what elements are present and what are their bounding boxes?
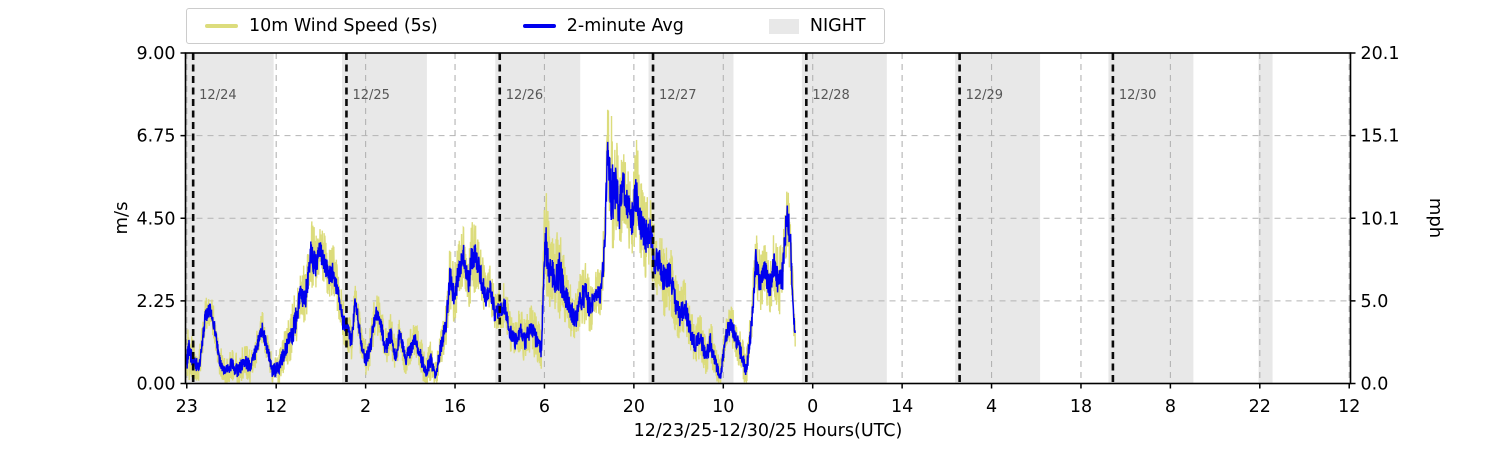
y-axis-label-right: mph — [1425, 198, 1446, 238]
x-tick-label: 16 — [444, 397, 466, 417]
x-tick-label: 23 — [176, 397, 198, 417]
day-label: 12/29 — [966, 88, 1003, 103]
day-label: 12/24 — [199, 88, 236, 103]
data-series-group — [185, 109, 796, 384]
x-tick-label: 12 — [1338, 397, 1360, 417]
legend-item-night: NIGHT — [768, 16, 866, 36]
day-label: 12/28 — [812, 88, 849, 103]
x-tick-label: 18 — [1070, 397, 1092, 417]
x-tick-label: 20 — [623, 397, 645, 417]
x-tick-label: 12 — [265, 397, 287, 417]
chart-legend: 10m Wind Speed (5s) 2-minute Avg NIGHT — [186, 8, 885, 44]
x-tick-label: 8 — [1165, 397, 1176, 417]
x-tick-label: 0 — [807, 397, 818, 417]
x-tick-label: 4 — [986, 397, 997, 417]
avg-line-swatch-icon — [522, 24, 556, 28]
y-axis-label-left: m/s — [111, 202, 132, 235]
y-tick-label-left: 0.00 — [137, 375, 176, 395]
y-tick-label-right: 20.1 — [1361, 44, 1400, 64]
day-label: 12/25 — [352, 88, 389, 103]
y-tick-label-right: 0.0 — [1361, 375, 1389, 395]
y-tick-label-left: 9.00 — [137, 44, 176, 64]
x-tick-label: 22 — [1249, 397, 1271, 417]
wind-speed-line-swatch-icon — [205, 24, 238, 28]
legend-label-wind-speed: 10m Wind Speed (5s) — [249, 16, 438, 36]
day-label: 12/27 — [659, 88, 696, 103]
legend-label-2min-avg: 2-minute Avg — [566, 16, 684, 36]
x-tick-label: 2 — [360, 397, 371, 417]
y-tick-label-left: 2.25 — [137, 292, 176, 312]
legend-item-wind-speed: 10m Wind Speed (5s) — [205, 16, 438, 36]
x-tick-label: 10 — [712, 397, 734, 417]
x-tick-label: 6 — [539, 397, 550, 417]
y-tick-label-left: 4.50 — [137, 209, 176, 229]
day-label: 12/30 — [1119, 88, 1156, 103]
legend-item-2min-avg: 2-minute Avg — [522, 16, 684, 36]
y-tick-label-right: 10.1 — [1361, 209, 1400, 229]
day-label: 12/26 — [506, 88, 543, 103]
y-tick-label-right: 15.1 — [1361, 127, 1400, 147]
x-tick-label: 14 — [891, 397, 913, 417]
two-minute-avg-series — [185, 141, 796, 379]
y-tick-label-right: 5.0 — [1361, 292, 1389, 312]
night-patch-swatch-icon — [768, 18, 799, 34]
x-axis-label: 12/23/25-12/30/25 Hours(UTC) — [634, 421, 903, 441]
y-tick-label-left: 6.75 — [137, 127, 176, 147]
legend-label-night: NIGHT — [809, 16, 866, 36]
